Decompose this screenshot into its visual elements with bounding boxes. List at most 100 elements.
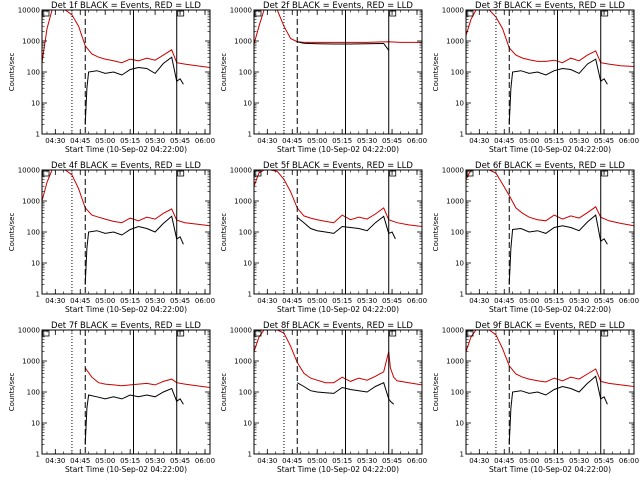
x-tick-label: 06:00 bbox=[407, 297, 427, 305]
plot-frame bbox=[253, 329, 423, 455]
y-tick-label: 10000 bbox=[18, 167, 40, 175]
events-rate-line bbox=[84, 387, 184, 445]
events-rate-line bbox=[84, 215, 184, 285]
y-axis-label: Counts/sec bbox=[220, 53, 228, 92]
x-tick-label: 05:45 bbox=[594, 297, 614, 305]
y-tick-label: 10 bbox=[31, 100, 40, 108]
y-axis-label: Counts/sec bbox=[432, 373, 440, 412]
x-tick-label: 06:00 bbox=[195, 297, 215, 305]
y-tick-label: 10 bbox=[455, 420, 464, 428]
x-tick-label: 05:15 bbox=[120, 137, 140, 145]
x-tick-label: 05:30 bbox=[145, 457, 165, 465]
x-tick-label: 05:45 bbox=[594, 137, 614, 145]
y-tick-label: 1000 bbox=[234, 38, 252, 46]
y-axis-label: Counts/sec bbox=[8, 373, 16, 412]
corner-marker bbox=[42, 10, 50, 17]
x-axis-label: Start Time (10-Sep-02 04:22:00) bbox=[277, 145, 399, 154]
y-tick-label: 1000 bbox=[22, 198, 40, 206]
x-tick-label: 04:45 bbox=[494, 297, 514, 305]
y-tick-label: 10 bbox=[455, 100, 464, 108]
panel-7f: Det 7f BLACK = Events, RED = LLD 1 10 100 10… bbox=[8, 321, 215, 474]
corner-marker bbox=[42, 170, 50, 177]
panel-3f: Det 3f BLACK = Events, RED = LLD 1 10 100 10… bbox=[432, 1, 639, 154]
x-tick-label: 05:15 bbox=[120, 457, 140, 465]
panel-8f: Det 8f BLACK = Events, RED = LLD 1 10 100 10… bbox=[220, 321, 427, 474]
x-tick-label: 04:45 bbox=[494, 137, 514, 145]
x-axis-label: Start Time (10-Sep-02 04:22:00) bbox=[65, 145, 187, 154]
x-tick-label: 05:00 bbox=[519, 297, 539, 305]
y-axis-label: Counts/sec bbox=[8, 53, 16, 92]
x-tick-label: 04:45 bbox=[282, 137, 302, 145]
x-tick-label: 04:45 bbox=[70, 137, 90, 145]
panel-title: Det 4f BLACK = Events, RED = LLD bbox=[51, 161, 201, 171]
corner-marker bbox=[389, 170, 397, 177]
corner-marker bbox=[466, 330, 474, 337]
lld-rate-line bbox=[466, 10, 634, 67]
x-axis-label: Start Time (10-Sep-02 04:22:00) bbox=[489, 145, 611, 154]
x-tick-label: 05:00 bbox=[519, 137, 539, 145]
lld-rate-line bbox=[84, 367, 210, 388]
x-tick-label: 05:45 bbox=[382, 457, 402, 465]
corner-marker bbox=[601, 170, 609, 177]
lld-rate-line bbox=[254, 170, 422, 227]
events-rate-line bbox=[84, 56, 184, 125]
x-tick-label: 04:45 bbox=[494, 457, 514, 465]
corner-marker bbox=[177, 10, 185, 17]
x-tick-label: 04:45 bbox=[70, 297, 90, 305]
y-tick-label: 100 bbox=[451, 389, 464, 397]
lld-rate-line bbox=[42, 170, 210, 227]
y-tick-label: 1 bbox=[36, 131, 40, 139]
x-tick-label: 05:00 bbox=[95, 457, 115, 465]
y-tick-label: 10000 bbox=[442, 327, 464, 335]
x-axis-label: Start Time (10-Sep-02 04:22:00) bbox=[277, 305, 399, 314]
x-tick-label: 06:00 bbox=[407, 137, 427, 145]
y-tick-label: 10 bbox=[31, 260, 40, 268]
y-axis-label: Counts/sec bbox=[432, 53, 440, 92]
x-tick-label: 05:15 bbox=[544, 297, 564, 305]
x-tick-label: 04:30 bbox=[45, 137, 65, 145]
x-tick-label: 06:00 bbox=[195, 457, 215, 465]
corner-marker bbox=[254, 330, 262, 337]
x-tick-label: 05:30 bbox=[357, 457, 377, 465]
y-tick-label: 100 bbox=[239, 389, 252, 397]
x-axis-label: Start Time (10-Sep-02 04:22:00) bbox=[65, 465, 187, 474]
y-tick-label: 10 bbox=[243, 100, 252, 108]
events-rate-line bbox=[508, 375, 608, 445]
y-tick-label: 100 bbox=[27, 69, 40, 77]
y-tick-label: 1000 bbox=[446, 38, 464, 46]
x-tick-label: 05:00 bbox=[95, 137, 115, 145]
lld-rate-line bbox=[42, 10, 210, 68]
y-tick-label: 10000 bbox=[230, 167, 252, 175]
y-axis-label: Counts/sec bbox=[8, 213, 16, 252]
y-axis-label: Counts/sec bbox=[432, 213, 440, 252]
x-tick-label: 04:45 bbox=[282, 297, 302, 305]
x-axis-label: Start Time (10-Sep-02 04:22:00) bbox=[489, 465, 611, 474]
y-tick-label: 10000 bbox=[230, 327, 252, 335]
x-tick-label: 04:30 bbox=[45, 457, 65, 465]
y-tick-label: 1 bbox=[248, 291, 252, 299]
y-tick-label: 100 bbox=[239, 69, 252, 77]
y-tick-label: 1 bbox=[36, 451, 40, 459]
x-tick-label: 05:15 bbox=[332, 457, 352, 465]
y-tick-label: 1000 bbox=[22, 38, 40, 46]
corner-marker bbox=[177, 330, 185, 337]
corner-marker bbox=[177, 170, 185, 177]
x-axis-label: Start Time (10-Sep-02 04:22:00) bbox=[65, 305, 187, 314]
panel-title: Det 7f BLACK = Events, RED = LLD bbox=[51, 321, 201, 331]
events-rate-line bbox=[508, 214, 608, 285]
x-tick-label: 05:00 bbox=[95, 297, 115, 305]
plot-frame bbox=[465, 169, 635, 295]
events-rate-line bbox=[296, 382, 395, 405]
y-tick-label: 10000 bbox=[18, 327, 40, 335]
panel-title: Det 1f BLACK = Events, RED = LLD bbox=[51, 1, 201, 11]
plot-frame bbox=[253, 169, 423, 295]
panel-5f: Det 5f BLACK = Events, RED = LLD 1 10 100 10… bbox=[220, 161, 427, 314]
y-tick-label: 1 bbox=[248, 451, 252, 459]
y-tick-label: 100 bbox=[27, 389, 40, 397]
y-tick-label: 1 bbox=[460, 131, 464, 139]
y-tick-label: 1 bbox=[460, 291, 464, 299]
corner-marker bbox=[601, 10, 609, 17]
x-tick-label: 05:15 bbox=[332, 137, 352, 145]
x-tick-label: 04:45 bbox=[282, 457, 302, 465]
x-tick-label: 05:45 bbox=[382, 137, 402, 145]
